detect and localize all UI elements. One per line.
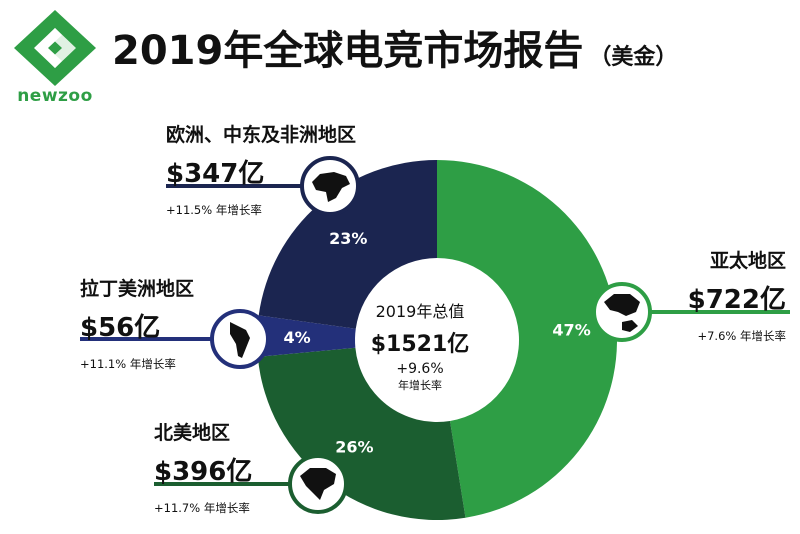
logo-mark-right — [48, 28, 76, 68]
region-name: 拉丁美洲地区 — [80, 278, 195, 300]
emea-map-icon — [300, 156, 360, 216]
region-growth: +11.1% 年增长率 — [80, 357, 176, 371]
region-asia-pacific: 亚太地区 $722亿 +7.6% 年增长率 — [688, 246, 786, 344]
title-unit: （美金） — [589, 45, 678, 70]
title-text: 2019年全球电竞市场报告 — [112, 28, 584, 74]
brand-name: newzoo — [17, 86, 93, 106]
center-growth: +9.6% — [396, 361, 444, 377]
region-growth: +11.5% 年增长率 — [166, 203, 262, 217]
region-value: $396亿 — [154, 457, 253, 487]
logo-diamond — [14, 10, 96, 86]
slice-asia-pacific — [437, 160, 618, 518]
region-growth: +7.6% 年增长率 — [697, 329, 786, 343]
center-growth-label: 年增长率 — [398, 379, 442, 392]
asia-pacific-map-icon — [592, 282, 652, 342]
region-name: 欧洲、中东及非洲地区 — [166, 124, 357, 146]
center-title: 2019年总值 — [375, 302, 465, 321]
center-total: $1521亿 — [370, 332, 470, 357]
region-growth: +11.7% 年增长率 — [154, 501, 250, 515]
slice-north-america-percent-label: 26% — [335, 438, 373, 457]
north-america-map-icon — [288, 454, 348, 514]
slice-asia-pacific-percent-label: 47% — [552, 320, 590, 339]
center-summary: 2019年总值 $1521亿 +9.6% 年增长率 — [355, 298, 485, 393]
slice-emea-percent-label: 23% — [329, 229, 367, 248]
percent-labels: 47% 26% 4% 23% — [283, 229, 590, 457]
region-value: $56亿 — [80, 313, 161, 343]
region-name: 北美地区 — [154, 422, 231, 444]
slice-emea — [258, 160, 437, 329]
slice-latin-america — [257, 315, 356, 357]
slice-latin-america-percent-label: 4% — [283, 328, 310, 347]
region-north-america: 北美地区 $396亿 +11.7% 年增长率 — [154, 418, 252, 516]
region-value: $347亿 — [166, 159, 265, 189]
slice-north-america — [257, 347, 466, 520]
region-name: 亚太地区 — [709, 250, 786, 272]
region-latam: 拉丁美洲地区 $56亿 +11.1% 年增长率 — [80, 274, 194, 372]
region-emea: 欧洲、中东及非洲地区 $347亿 +11.5% 年增长率 — [166, 120, 356, 218]
region-value: $722亿 — [687, 285, 786, 315]
newzoo-logo — [14, 10, 96, 86]
latin-america-map-icon — [210, 309, 270, 369]
page-title: 2019年全球电竞市场报告 （美金） — [112, 18, 677, 76]
chart-slices — [257, 160, 618, 520]
